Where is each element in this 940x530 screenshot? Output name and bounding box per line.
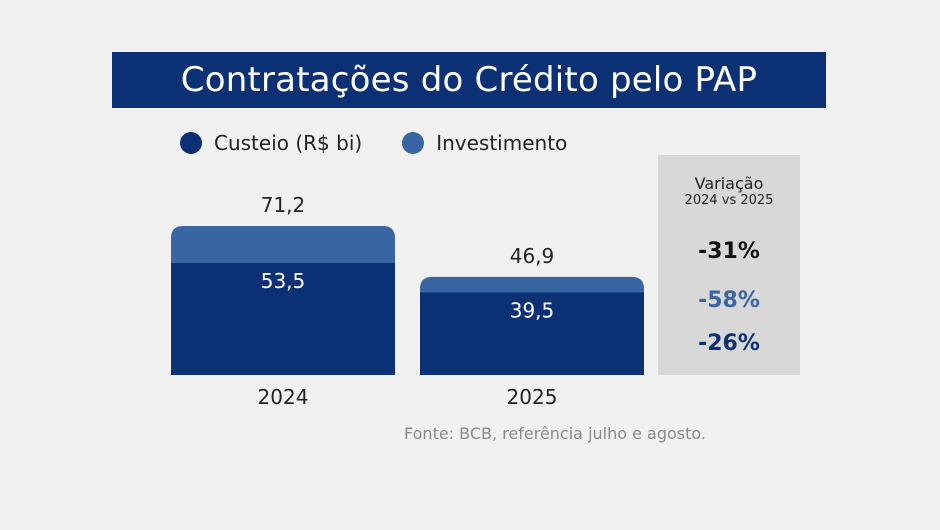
legend-swatch-investimento (402, 132, 425, 154)
variation-panel: Variação 2024 vs 2025 -31% -58% -26% (658, 155, 800, 375)
variation-title: Variação (694, 174, 764, 193)
variation-total: -31% (698, 239, 760, 264)
custeio-label-2024: 53,5 (261, 269, 306, 293)
variation-investimento: -58% (698, 288, 760, 313)
source-note: Fonte: BCB, referência julho e agosto. (404, 424, 706, 443)
variation-custeio: -26% (698, 331, 760, 356)
legend: Custeio (R$ bi) Investimento (180, 128, 607, 158)
total-label-2024: 71,2 (261, 193, 306, 217)
bar-custeio-2025 (420, 292, 644, 375)
variation-subtitle: 2024 vs 2025 (684, 193, 774, 208)
chart-title: Contratações do Crédito pelo PAP (180, 60, 758, 100)
legend-label-custeio: Custeio (R$ bi) (214, 131, 363, 155)
legend-item-custeio: Custeio (R$ bi) (180, 131, 362, 155)
legend-swatch-custeio (180, 132, 202, 154)
total-label-2025: 46,9 (510, 244, 555, 268)
x-tick-2024: 2024 (258, 385, 309, 409)
chart-title-banner: Contratações do Crédito pelo PAP (112, 52, 826, 108)
custeio-label-2025: 39,5 (510, 298, 555, 322)
x-tick-2025: 2025 (507, 385, 558, 409)
legend-label-investimento: Investimento (436, 131, 568, 155)
legend-item-investimento: Investimento (402, 131, 567, 155)
bar-custeio-2024 (171, 263, 395, 375)
